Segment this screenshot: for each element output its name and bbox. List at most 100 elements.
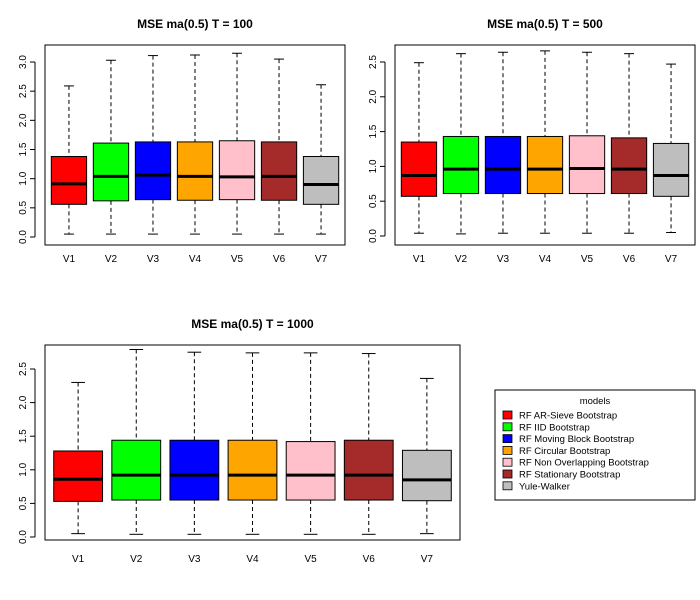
x-tick-label: V5 bbox=[231, 254, 244, 265]
legend-swatch bbox=[502, 457, 513, 467]
box-V1 bbox=[400, 62, 438, 234]
box-V2 bbox=[111, 349, 162, 535]
legend-label: RF IID Bootstrap bbox=[519, 422, 590, 433]
box-V1 bbox=[50, 85, 88, 235]
iqr-box bbox=[92, 142, 130, 202]
chart-panel-2: MSE ma(0.5) T = 500 0.0 0.5 1.0 1.5 2.0 2.5 V1 V… bbox=[368, 17, 696, 265]
x-tick-label: V5 bbox=[581, 254, 594, 265]
x-tick-label: V7 bbox=[315, 254, 328, 265]
legend-label: Yule-Walker bbox=[519, 481, 570, 492]
y-tick-label: 2.5 bbox=[18, 362, 29, 376]
y-tick-label: 2.5 bbox=[368, 55, 379, 69]
x-tick-label: V6 bbox=[623, 254, 636, 265]
iqr-box bbox=[652, 142, 690, 197]
iqr-box bbox=[111, 439, 162, 501]
iqr-box bbox=[218, 140, 256, 201]
iqr-box bbox=[484, 135, 522, 195]
box-V2 bbox=[92, 59, 130, 235]
box-V7 bbox=[652, 63, 690, 234]
x-tick-label: V7 bbox=[665, 254, 678, 265]
box-V2 bbox=[442, 53, 480, 235]
y-tick-label: 1.0 bbox=[368, 159, 379, 173]
y-tick-label: 0.0 bbox=[18, 230, 29, 244]
y-tick-label: 2.0 bbox=[18, 395, 29, 409]
legend-frame bbox=[494, 389, 696, 501]
legend-label: RF Moving Block Bootstrap bbox=[519, 434, 634, 445]
x-tick-label: V3 bbox=[147, 254, 160, 265]
box-V4 bbox=[227, 352, 278, 535]
box-V5 bbox=[285, 352, 336, 535]
legend-swatch bbox=[502, 422, 513, 432]
box-V4 bbox=[176, 54, 214, 235]
legend-title: models bbox=[580, 396, 611, 407]
legend-item: RF Moving Block Bootstrap bbox=[502, 434, 634, 445]
y-tick-label: 0.0 bbox=[18, 530, 29, 544]
legend-item: Yule-Walker bbox=[502, 481, 570, 492]
box-V7 bbox=[302, 84, 340, 235]
iqr-box bbox=[134, 141, 172, 201]
iqr-box bbox=[401, 449, 452, 502]
legend-item: RF Non Overlapping Bootstrap bbox=[502, 457, 649, 469]
legend-swatch bbox=[502, 434, 513, 444]
x-tick-label: V2 bbox=[105, 254, 118, 265]
iqr-box bbox=[53, 450, 104, 502]
legend-swatch bbox=[502, 410, 513, 420]
iqr-box bbox=[610, 137, 648, 195]
legend-item: RF Stationary Bootstrap bbox=[502, 469, 620, 481]
legend-item: RF AR-Sieve Bootstrap bbox=[502, 410, 617, 422]
box-V6 bbox=[343, 353, 394, 535]
box-V7 bbox=[401, 377, 452, 535]
x-tick-label: V2 bbox=[455, 254, 468, 265]
chart-title: MSE ma(0.5) T = 100 bbox=[137, 17, 253, 31]
y-tick-label: 1.0 bbox=[18, 171, 29, 185]
iqr-box bbox=[568, 135, 606, 195]
legend-swatch bbox=[502, 445, 513, 455]
box-V4 bbox=[526, 50, 564, 234]
x-tick-label: V1 bbox=[63, 254, 76, 265]
y-tick-label: 3.0 bbox=[18, 55, 29, 69]
box-V6 bbox=[260, 58, 298, 235]
y-tick-label: 1.5 bbox=[18, 429, 29, 443]
x-tick-label: V1 bbox=[413, 254, 426, 265]
chart-title: MSE ma(0.5) T = 500 bbox=[487, 17, 603, 31]
iqr-box bbox=[400, 141, 438, 197]
y-tick-label: 0.5 bbox=[18, 496, 29, 510]
x-tick-label: V3 bbox=[188, 554, 201, 565]
x-tick-label: V2 bbox=[130, 554, 143, 565]
legend-item: RF Circular Bootstrap bbox=[502, 445, 610, 457]
y-tick-label: 2.5 bbox=[18, 84, 29, 98]
x-tick-label: V7 bbox=[421, 554, 434, 565]
box-V3 bbox=[134, 55, 172, 235]
x-tick-label: V6 bbox=[363, 554, 376, 565]
iqr-box bbox=[176, 141, 214, 201]
box-V5 bbox=[568, 51, 606, 234]
box-V3 bbox=[484, 51, 522, 234]
legend-label: RF Circular Bootstrap bbox=[519, 446, 610, 457]
iqr-box bbox=[50, 156, 88, 205]
box-V1 bbox=[53, 381, 104, 535]
iqr-box bbox=[442, 135, 480, 195]
x-tick-label: V4 bbox=[189, 254, 202, 265]
legend-label: RF Stationary Bootstrap bbox=[519, 470, 620, 481]
y-tick-label: 1.0 bbox=[18, 462, 29, 476]
chart-panel-3: MSE ma(0.5) T = 1000 0.0 0.5 1.0 1.5 2.0 2.5 V1… bbox=[18, 317, 461, 565]
iqr-box bbox=[260, 141, 298, 201]
plot-frame bbox=[44, 44, 346, 246]
x-tick-label: V1 bbox=[72, 554, 85, 565]
box-V5 bbox=[218, 52, 256, 235]
x-tick-label: V4 bbox=[246, 554, 259, 565]
legend-label: RF Non Overlapping Bootstrap bbox=[519, 458, 649, 469]
y-tick-label: 2.0 bbox=[18, 113, 29, 127]
chart-panel-1: MSE ma(0.5) T = 100 0.0 0.5 1.0 1.5 2.0 2.5 3.0… bbox=[18, 17, 346, 265]
plot-frame bbox=[394, 44, 696, 246]
y-tick-label: 0.5 bbox=[18, 200, 29, 214]
box-V6 bbox=[610, 53, 648, 234]
x-tick-label: V3 bbox=[497, 254, 510, 265]
legend-swatch bbox=[502, 469, 513, 479]
y-tick-label: 1.5 bbox=[18, 142, 29, 156]
iqr-box bbox=[285, 441, 336, 501]
y-tick-label: 2.0 bbox=[368, 89, 379, 103]
y-tick-label: 0.5 bbox=[368, 194, 379, 208]
iqr-box bbox=[526, 135, 564, 195]
